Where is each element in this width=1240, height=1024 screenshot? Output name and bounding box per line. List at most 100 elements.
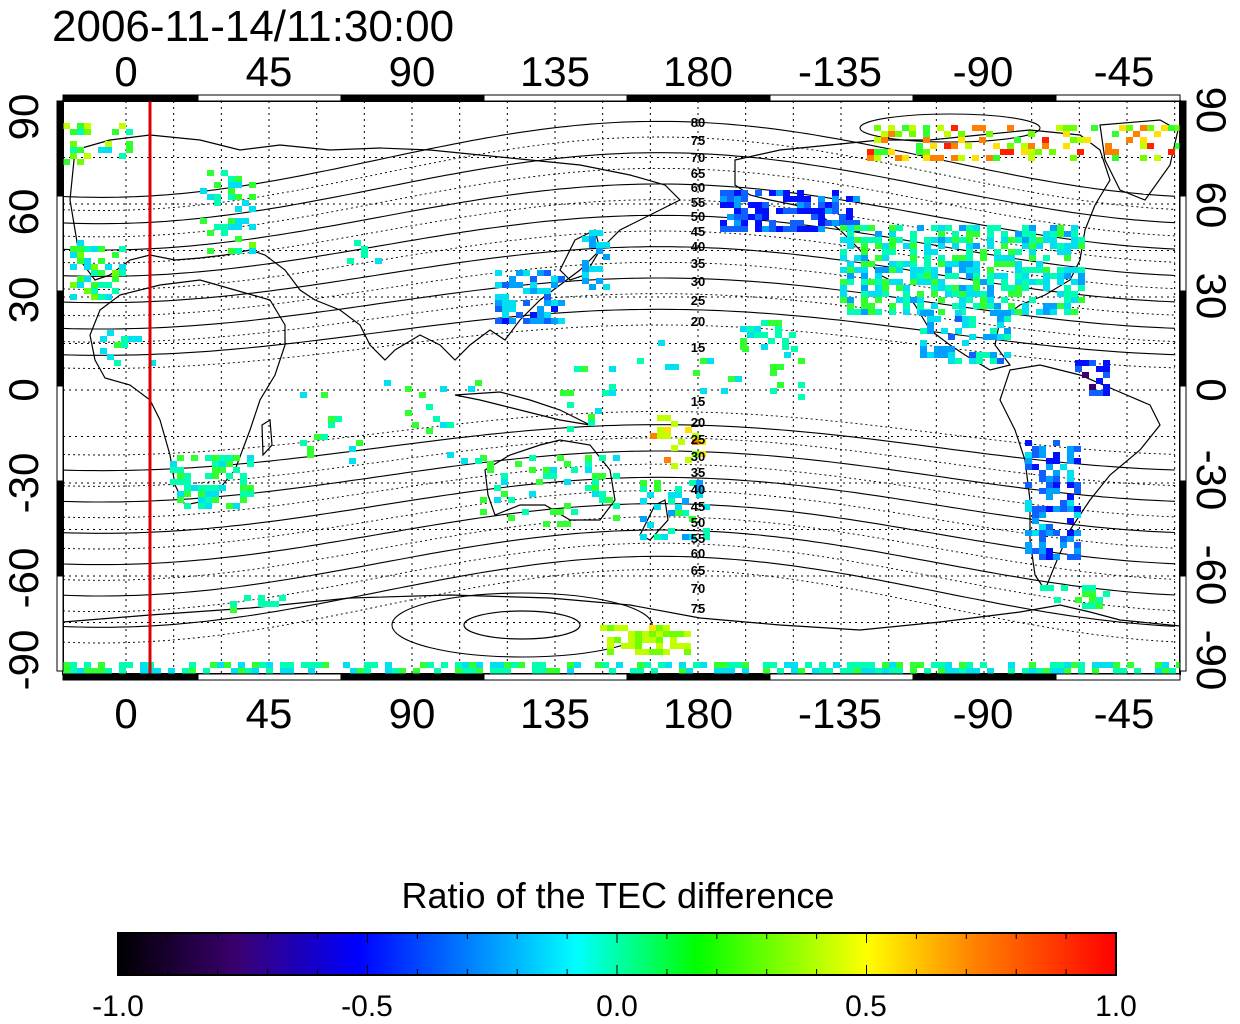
tec-cell [955, 358, 962, 364]
tec-cell [249, 248, 256, 254]
tec-cell [735, 662, 742, 668]
tec-cell [684, 649, 691, 655]
tec-cell [462, 662, 469, 668]
tec-cell [98, 294, 105, 300]
tec-cell [868, 291, 875, 297]
tec-cell [228, 176, 235, 182]
tec-cell [1025, 452, 1032, 458]
tec-cell [783, 190, 790, 196]
tec-cell [1071, 291, 1078, 297]
tec-cell [231, 668, 238, 674]
tec-cell [1015, 231, 1022, 237]
tec-cell [642, 637, 649, 643]
tec-cell [797, 196, 804, 202]
tec-cell [219, 467, 226, 473]
tec-cell [784, 352, 791, 358]
tec-cell [910, 662, 917, 668]
tec-cell [495, 300, 502, 306]
tec-cell [714, 662, 721, 668]
tec-cell [537, 306, 544, 312]
tec-cell [300, 440, 307, 446]
tec-cell [614, 637, 621, 643]
tec-cell [607, 637, 614, 643]
tec-cell [1046, 488, 1053, 494]
tec-cell [798, 358, 805, 364]
tec-cell [1029, 279, 1036, 285]
tec-cell [797, 202, 804, 208]
tec-cell [931, 279, 938, 285]
tec-cell [1074, 512, 1081, 518]
mlat-contour [63, 152, 1176, 225]
tec-cell [895, 155, 902, 161]
tec-cell [987, 291, 994, 297]
tec-cell [861, 662, 868, 668]
tec-cell [1162, 662, 1169, 668]
tec-cell [938, 243, 945, 249]
tec-cell [847, 273, 854, 279]
tec-cell [861, 668, 868, 674]
tec-cell [1022, 231, 1029, 237]
tec-cell [663, 649, 670, 655]
tec-cell [775, 320, 782, 326]
tec-cell [910, 237, 917, 243]
tec-cell [1001, 297, 1008, 303]
tec-cell [1022, 267, 1029, 273]
tec-cell [969, 316, 976, 322]
tec-cell [1039, 446, 1046, 452]
mlat-contour [63, 167, 1176, 238]
tec-cell [952, 291, 959, 297]
tec-cell [776, 190, 783, 196]
tec-cell [1008, 237, 1015, 243]
tec-cell [1067, 500, 1074, 506]
tec-cell [1004, 316, 1011, 322]
tec-cell [889, 231, 896, 237]
tec-cell [1074, 530, 1081, 536]
tec-cell [589, 266, 596, 272]
tec-cell [544, 318, 551, 324]
tec-cell [671, 445, 678, 451]
tec-cell [931, 267, 938, 273]
tec-cell [700, 662, 707, 668]
tec-cell [1046, 476, 1053, 482]
tec-cell [1001, 261, 1008, 267]
tec-cell [727, 202, 734, 208]
tec-cell [990, 334, 997, 340]
tec-cell [170, 479, 177, 485]
tec-cell [550, 509, 557, 515]
tec-ratio-data-points [63, 123, 1180, 674]
tec-cell [952, 231, 959, 237]
tec-cell [881, 149, 888, 155]
tec-cell [917, 267, 924, 273]
tec-cell [916, 143, 923, 149]
tec-cell [523, 288, 530, 294]
tec-cell [980, 291, 987, 297]
tec-cell [665, 364, 672, 370]
tec-cell [530, 318, 537, 324]
tec-cell [592, 491, 599, 497]
tec-cell [649, 649, 656, 655]
tec-cell [874, 149, 881, 155]
tec-cell [551, 276, 558, 282]
tec-cell [777, 364, 784, 370]
mlat-label: 30 [691, 449, 705, 464]
tec-cell [770, 388, 777, 394]
tec-cell [350, 668, 357, 674]
tec-cell [1004, 352, 1011, 358]
tec-cell [265, 601, 272, 607]
tec-cell [775, 332, 782, 338]
tec-cell [98, 282, 105, 288]
tec-cell [1015, 309, 1022, 315]
tec-cell [1103, 390, 1110, 396]
tec-cell [532, 668, 539, 674]
tec-cell [637, 668, 644, 674]
tec-cell [997, 322, 1004, 328]
tec-cell [508, 497, 515, 503]
tec-cell [226, 503, 233, 509]
tec-cell [861, 309, 868, 315]
tec-cell [63, 662, 70, 668]
tec-cell [875, 279, 882, 285]
tec-cell [888, 149, 895, 155]
tec-cell [966, 243, 973, 249]
tec-cell [797, 190, 804, 196]
tec-cell [847, 237, 854, 243]
